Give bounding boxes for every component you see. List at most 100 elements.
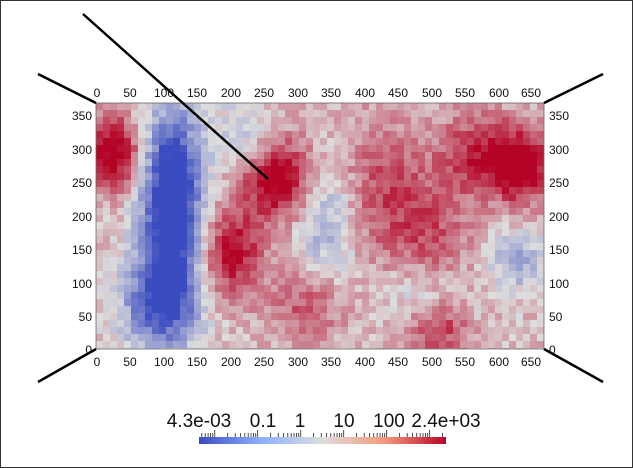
heatmap-cell: [383, 103, 391, 111]
heatmap-cell: [159, 236, 167, 244]
heatmap-cell: [264, 166, 272, 174]
heatmap-cell: [236, 271, 244, 279]
heatmap-cell: [467, 257, 475, 265]
heatmap-cell: [117, 348, 125, 349]
heatmap-cell: [327, 229, 335, 237]
heatmap-cell: [320, 201, 328, 209]
heatmap-cell: [341, 145, 349, 153]
heatmap-cell: [152, 222, 160, 230]
heatmap-cell: [313, 222, 321, 230]
heatmap-cell: [159, 320, 167, 328]
heatmap-cell: [376, 348, 384, 349]
heatmap-cell: [446, 201, 454, 209]
heatmap-cell: [124, 313, 132, 321]
probe-line[interactable]: [82, 13, 269, 180]
heatmap-cell: [390, 159, 398, 167]
heatmap-cell: [397, 103, 405, 111]
heatmap-cell: [327, 306, 335, 314]
heatmap-cell: [516, 180, 524, 188]
heatmap-cell: [488, 131, 496, 139]
heatmap-cell: [516, 152, 524, 160]
heatmap-cell: [502, 145, 510, 153]
heatmap-cell: [334, 306, 342, 314]
heatmap-cell: [530, 159, 538, 167]
heatmap-cell: [159, 131, 167, 139]
heatmap-cell: [502, 327, 510, 335]
heatmap-cell: [271, 334, 279, 342]
heatmap-cell: [376, 334, 384, 342]
heatmap-cell: [376, 194, 384, 202]
heatmap-cell: [341, 236, 349, 244]
heatmap-cell: [474, 306, 482, 314]
heatmap-cell: [348, 250, 356, 258]
heatmap-cell: [341, 264, 349, 272]
heatmap-cell: [446, 138, 454, 146]
heatmap-cell: [523, 278, 531, 286]
heatmap-cell: [292, 194, 300, 202]
heatmap-cell: [404, 222, 412, 230]
heatmap-cell: [306, 334, 314, 342]
heatmap-cell: [355, 166, 363, 174]
axis-line-top-right: [543, 72, 604, 105]
heatmap-cell: [425, 215, 433, 223]
heatmap-cell: [292, 292, 300, 300]
heatmap-cell: [481, 215, 489, 223]
heatmap-cell: [320, 117, 328, 125]
heatmap-cell: [215, 159, 223, 167]
heatmap-cell: [488, 271, 496, 279]
heatmap-cell: [250, 152, 258, 160]
heatmap-cell: [432, 278, 440, 286]
heatmap-cell: [467, 152, 475, 160]
heatmap-cell: [516, 124, 524, 132]
heatmap-cell: [96, 320, 104, 328]
heatmap-cell: [418, 243, 426, 251]
heatmap-cell: [341, 250, 349, 258]
heatmap-cell: [271, 201, 279, 209]
heatmap-cell: [369, 250, 377, 258]
heatmap-cell: [530, 180, 538, 188]
heatmap-cell: [397, 320, 405, 328]
heatmap-cell: [404, 152, 412, 160]
heatmap-cell: [327, 117, 335, 125]
heatmap-cell: [124, 173, 132, 181]
heatmap-cell: [418, 166, 426, 174]
heatmap-cell: [460, 278, 468, 286]
heatmap-cell: [124, 124, 132, 132]
bottom-tick: 0: [94, 355, 101, 369]
heatmap-cell: [187, 264, 195, 272]
heatmap-cell: [453, 278, 461, 286]
heatmap-cell: [152, 152, 160, 160]
heatmap-cell: [467, 215, 475, 223]
heatmap-cell: [110, 152, 118, 160]
heatmap-cell: [187, 236, 195, 244]
heatmap-cell: [425, 285, 433, 293]
heatmap-cell: [292, 124, 300, 132]
heatmap-cell: [257, 236, 265, 244]
heatmap-cell: [516, 166, 524, 174]
heatmap-cell: [243, 250, 251, 258]
heatmap-cell: [425, 341, 433, 349]
heatmap-cell: [355, 152, 363, 160]
heatmap-cell: [341, 320, 349, 328]
heatmap-cell: [110, 145, 118, 153]
heatmap-cell: [152, 334, 160, 342]
heatmap-cell: [103, 215, 111, 223]
heatmap-cell: [110, 124, 118, 132]
heatmap-cell: [425, 138, 433, 146]
heatmap-cell: [145, 292, 153, 300]
heatmap-cell: [327, 201, 335, 209]
heatmap-cell: [103, 124, 111, 132]
heatmap-cell: [138, 334, 146, 342]
heatmap-cell: [453, 348, 461, 349]
heatmap-cell: [222, 306, 230, 314]
heatmap-cell: [460, 159, 468, 167]
heatmap-cell: [460, 306, 468, 314]
heatmap-cell: [537, 292, 544, 300]
heatmap-cell: [516, 327, 524, 335]
heatmap-cell: [453, 194, 461, 202]
heatmap-cell: [523, 236, 531, 244]
heatmap-cell: [250, 320, 258, 328]
heatmap-cell: [348, 215, 356, 223]
heatmap-cell: [173, 152, 181, 160]
